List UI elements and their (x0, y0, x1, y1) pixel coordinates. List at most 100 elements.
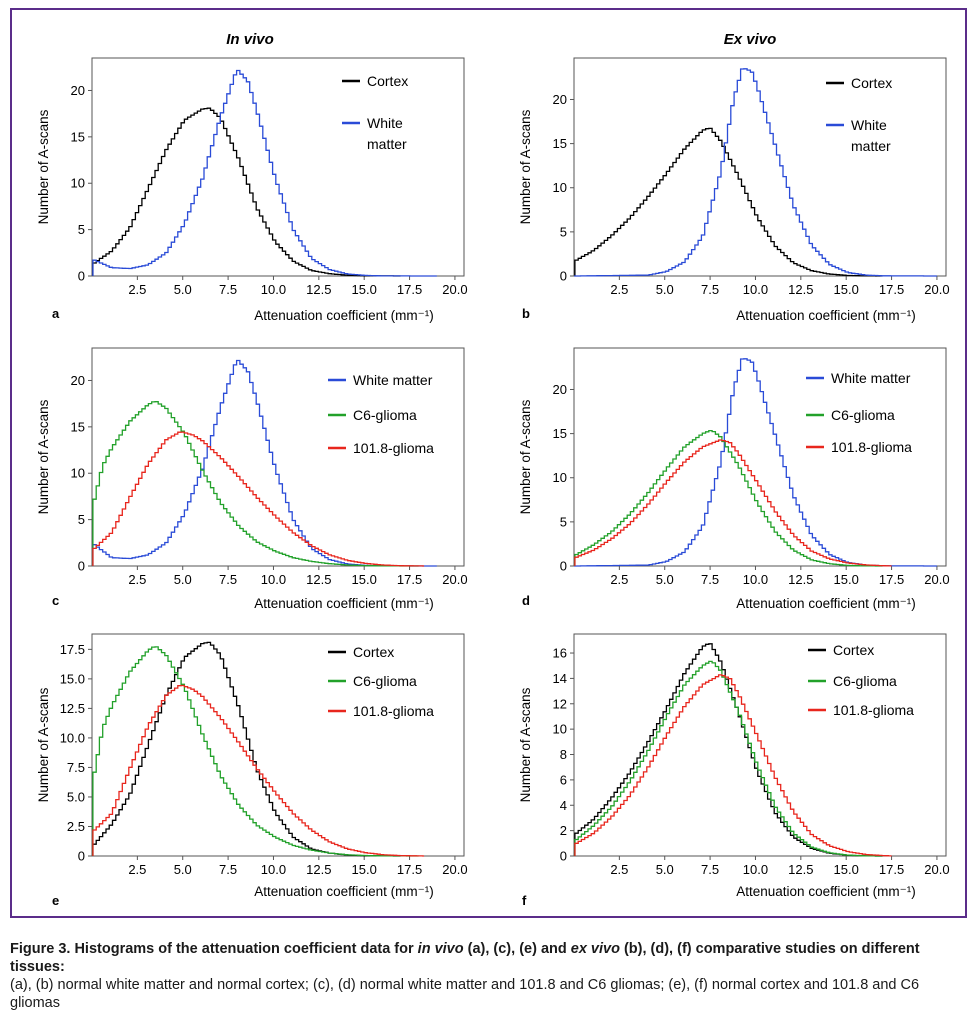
y-tick-label: 20 (71, 83, 85, 98)
x-tick-label: 7.5 (701, 282, 719, 297)
y-tick-label: 4 (560, 798, 567, 813)
x-tick-label: 7.5 (701, 572, 719, 587)
x-tick-label: 10.0 (261, 282, 286, 297)
y-tick-label: 10 (553, 722, 567, 737)
x-tick-label: 7.5 (701, 862, 719, 877)
y-tick-label: 0 (78, 849, 85, 864)
legend-label: C6-glioma (353, 407, 417, 423)
caption-part: (b), (d), (f) comparative studies on dif… (10, 941, 920, 975)
y-tick-label: 10 (553, 180, 567, 195)
caption-part: ex vivo (570, 941, 620, 957)
x-tick-label: 10.0 (261, 572, 286, 587)
legend-label: Cortex (353, 644, 394, 660)
y-tick-label: 20 (71, 373, 85, 388)
legend-label: White (851, 117, 887, 133)
y-tick-label: 20 (553, 92, 567, 107)
x-tick-label: 17.5 (397, 282, 422, 297)
y-tick-label: 10 (71, 466, 85, 481)
y-tick-label: 10 (71, 176, 85, 191)
x-tick-label: 2.5 (610, 572, 628, 587)
y-tick-label: 0 (78, 269, 85, 284)
y-axis-label: Number of A-scans (518, 109, 533, 224)
y-tick-label: 15.0 (60, 671, 85, 686)
x-tick-label: 12.5 (306, 282, 331, 297)
caption-part: in vivo (417, 941, 464, 957)
series-line (92, 431, 425, 567)
x-tick-label: 2.5 (128, 282, 146, 297)
x-tick-label: 15.0 (352, 282, 377, 297)
x-axis-label: Attenuation coefficient (mm⁻¹) (736, 884, 915, 899)
y-tick-label: 8 (560, 747, 567, 762)
series-line (92, 107, 401, 277)
x-tick-label: 2.5 (610, 282, 628, 297)
figure-frame (10, 8, 967, 918)
legend-label: 101.8-glioma (831, 439, 912, 455)
y-tick-label: 20 (553, 382, 567, 397)
x-tick-label: 20.0 (924, 282, 949, 297)
x-tick-label: 10.0 (743, 862, 768, 877)
y-tick-label: 0 (560, 849, 567, 864)
legend-label: matter (367, 136, 407, 152)
x-tick-label: 12.5 (306, 862, 331, 877)
y-axis-label: Number of A-scans (36, 109, 51, 224)
y-tick-label: 17.5 (60, 642, 85, 657)
series-line (92, 646, 419, 857)
caption-title: Figure 3. Histograms of the attenuation … (10, 940, 972, 976)
y-tick-label: 15 (71, 129, 85, 144)
y-tick-label: 10 (553, 470, 567, 485)
x-tick-label: 12.5 (788, 282, 813, 297)
series-line (574, 660, 883, 857)
series-line (574, 358, 937, 567)
series-line (92, 359, 437, 567)
x-tick-label: 20.0 (442, 862, 467, 877)
y-axis-label: Number of A-scans (36, 687, 51, 802)
x-tick-label: 20.0 (924, 862, 949, 877)
x-tick-label: 2.5 (610, 862, 628, 877)
x-axis-label: Attenuation coefficient (mm⁻¹) (254, 596, 433, 611)
y-tick-label: 6 (560, 772, 567, 787)
column-title-right: Ex vivo (724, 31, 777, 48)
y-tick-label: 12.5 (60, 701, 85, 716)
x-tick-label: 15.0 (834, 572, 859, 587)
x-tick-label: 5.0 (174, 282, 192, 297)
x-tick-label: 17.5 (397, 862, 422, 877)
x-tick-label: 5.0 (656, 572, 674, 587)
panel-label: e (52, 893, 59, 908)
series-line (574, 674, 892, 857)
panel-label: f (522, 893, 527, 908)
legend-label: 101.8-glioma (353, 703, 434, 719)
column-title-left: In vivo (226, 31, 274, 48)
x-tick-label: 2.5 (128, 862, 146, 877)
plot-frame (91, 347, 465, 567)
legend-label: Cortex (851, 75, 892, 91)
x-axis-label: Attenuation coefficient (mm⁻¹) (736, 308, 915, 323)
x-tick-label: 17.5 (879, 572, 904, 587)
x-axis-label: Attenuation coefficient (mm⁻¹) (736, 596, 915, 611)
y-axis-label: Number of A-scans (518, 687, 533, 802)
y-tick-label: 0 (560, 269, 567, 284)
x-axis-label: Attenuation coefficient (mm⁻¹) (254, 308, 433, 323)
x-tick-label: 15.0 (834, 862, 859, 877)
plot-frame (91, 633, 465, 857)
x-tick-label: 15.0 (352, 572, 377, 587)
y-axis-label: Number of A-scans (36, 399, 51, 514)
x-tick-label: 15.0 (352, 862, 377, 877)
x-tick-label: 17.5 (879, 282, 904, 297)
plot-frame (573, 633, 947, 857)
x-tick-label: 10.0 (743, 572, 768, 587)
x-tick-label: 20.0 (442, 282, 467, 297)
series-line (574, 68, 937, 277)
y-tick-label: 5 (78, 512, 85, 527)
legend-label: C6-glioma (831, 407, 895, 423)
plot-frame (573, 347, 947, 567)
legend-label: White (367, 115, 403, 131)
x-tick-label: 20.0 (442, 572, 467, 587)
series-line (92, 69, 437, 277)
legend-label: Cortex (833, 642, 874, 658)
x-tick-label: 15.0 (834, 282, 859, 297)
panel-label: d (522, 593, 530, 608)
series-line (574, 429, 883, 567)
series-line (92, 401, 419, 567)
x-tick-label: 5.0 (174, 862, 192, 877)
x-axis-label: Attenuation coefficient (mm⁻¹) (254, 884, 433, 899)
